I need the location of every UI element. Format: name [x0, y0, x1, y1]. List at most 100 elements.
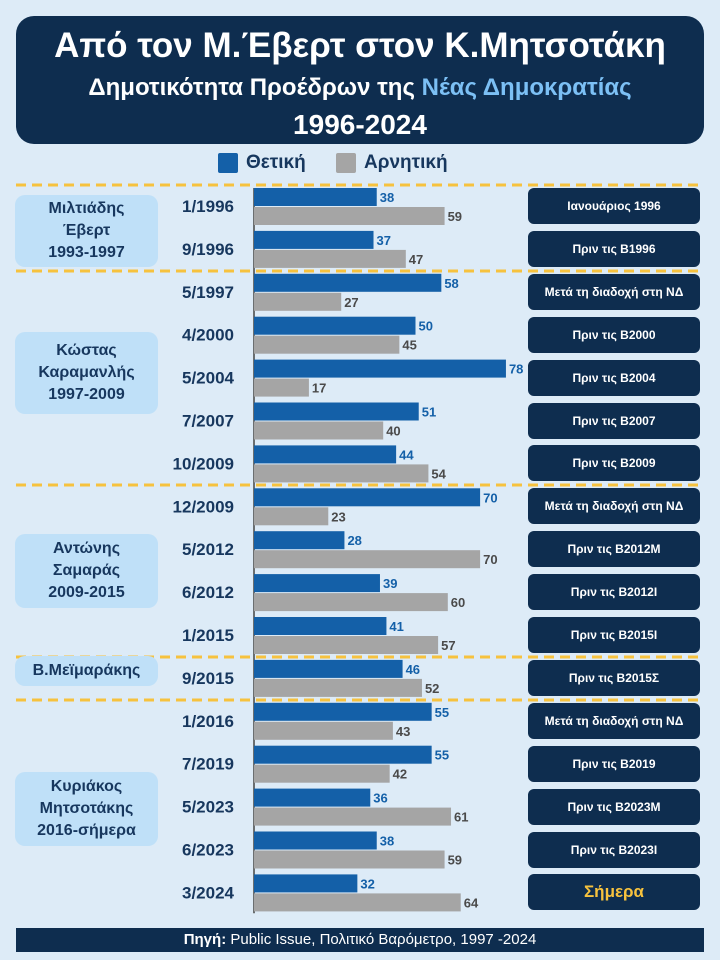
bar-negative: [254, 464, 429, 483]
event-label: Πριν τις Β1996: [528, 231, 700, 267]
leader-line: Β.Μεϊμαράκης: [32, 662, 141, 679]
category-label: 9/1996: [182, 240, 234, 259]
data-label-negative: 27: [344, 295, 358, 310]
data-label-negative: 43: [396, 724, 410, 739]
source-footer: Πηγή: Public Issue, Πολιτικό Βαρόμετρο, …: [16, 928, 704, 952]
legend-label-negative: Αρνητική: [364, 152, 448, 173]
leader-box: Κυριάκος Μητσοτάκης 2016-σήμερα: [15, 772, 158, 846]
leader-line: Σαμαράς: [52, 562, 121, 579]
bar-negative: [254, 421, 384, 440]
data-label-positive: 70: [483, 490, 497, 505]
data-label-positive: 28: [347, 533, 361, 548]
leader-name: Αντώνης Σαμαράς 2009-2015: [48, 538, 125, 604]
event-label: Πριν τις Β2000: [528, 317, 700, 353]
event-label: Πριν τις Β2023Μ: [528, 789, 700, 825]
bar-positive: [254, 788, 371, 807]
legend-label-positive: Θετική: [246, 152, 306, 173]
bar-positive: [254, 316, 416, 335]
data-label-positive: 55: [435, 705, 449, 720]
bar-positive: [254, 488, 481, 507]
event-label: Σήμερα: [528, 874, 700, 910]
bar-negative: [254, 249, 406, 268]
category-label: 7/2007: [182, 412, 234, 431]
bar-negative: [254, 893, 461, 912]
event-label: Μετά τη διαδοχή στη ΝΔ: [528, 488, 700, 524]
category-label: 1/2015: [182, 626, 234, 645]
leader-line: Αντώνης: [52, 540, 121, 557]
chart-years: 1996-2024: [293, 109, 427, 140]
data-label-negative: 54: [431, 466, 446, 481]
event-label: Πριν τις Β2023Ι: [528, 832, 700, 868]
leader-line: 2009-2015: [48, 584, 125, 601]
data-label-positive: 41: [389, 619, 403, 634]
bar-negative: [254, 292, 342, 311]
bar-negative: [254, 678, 422, 697]
data-label-positive: 37: [377, 233, 391, 248]
category-label: 10/2009: [173, 454, 234, 473]
legend-swatch-positive: [218, 153, 238, 173]
data-label-negative: 60: [451, 595, 465, 610]
leader-name: Μιλτιάδης Έβερτ 1993-1997: [48, 198, 125, 264]
category-label: 12/2009: [173, 497, 234, 516]
bar-negative: [254, 378, 309, 397]
data-label-positive: 58: [444, 276, 458, 291]
data-label-negative: 64: [464, 895, 479, 910]
data-label-negative: 52: [425, 681, 439, 696]
data-label-positive: 78: [509, 362, 523, 377]
category-label: 5/1997: [182, 283, 234, 302]
event-label: Ιανουάριος 1996: [528, 188, 700, 224]
bar-positive: [254, 659, 403, 678]
bar-negative: [254, 507, 329, 526]
chart-title: Από τον Μ.Έβερτ στον Κ.Μητσοτάκη: [54, 26, 666, 65]
leader-box: Β.Μεϊμαράκης: [15, 656, 158, 686]
event-label: Πριν τις Β2004: [528, 360, 700, 396]
data-label-negative: 17: [312, 381, 326, 396]
bar-positive: [254, 745, 432, 764]
data-label-positive: 38: [380, 190, 394, 205]
data-label-positive: 51: [422, 405, 436, 420]
leader-box: Μιλτιάδης Έβερτ 1993-1997: [15, 195, 158, 267]
category-label: 4/2000: [182, 326, 234, 345]
title-banner: Από τον Μ.Έβερτ στον Κ.Μητσοτάκη Δημοτικ…: [16, 16, 704, 144]
leader-line: Καραμανλής: [38, 364, 135, 381]
event-label: Μετά τη διαδοχή στη ΝΔ: [528, 274, 700, 310]
category-label: 3/2024: [182, 883, 235, 902]
leader-name: Κυριάκος Μητσοτάκης 2016-σήμερα: [37, 776, 136, 842]
leader-line: 1993-1997: [48, 244, 125, 261]
bar-negative: [254, 593, 448, 612]
legend-item-negative: Αρνητική: [336, 151, 448, 175]
bar-negative: [254, 550, 481, 569]
leader-line: Κυριάκος: [50, 778, 123, 795]
leader-line: 2016-σήμερα: [37, 822, 136, 839]
category-label: 7/2019: [182, 755, 234, 774]
category-label: 5/2004: [182, 369, 235, 388]
data-label-negative: 23: [331, 509, 345, 524]
bar-negative: [254, 807, 452, 826]
leader-box: Αντώνης Σαμαράς 2009-2015: [15, 534, 158, 608]
data-label-negative: 57: [441, 638, 455, 653]
leader-name: Κώστας Καραμανλής 1997-2009: [38, 340, 134, 406]
legend: Θετική Αρνητική: [0, 151, 720, 175]
bar-positive: [254, 874, 358, 893]
source-text: Public Issue, Πολιτικό Βαρόμετρο, 1997 -…: [226, 931, 537, 948]
data-label-negative: 70: [483, 552, 497, 567]
data-label-positive: 36: [373, 791, 387, 806]
data-label-negative: 59: [448, 853, 462, 868]
data-label-negative: 61: [454, 810, 468, 825]
bar-positive: [254, 831, 377, 850]
legend-item-positive: Θετική: [218, 151, 306, 175]
source-label: Πηγή:: [183, 931, 227, 948]
event-label: Πριν τις Β2012Ι: [528, 574, 700, 610]
bar-negative: [254, 207, 445, 225]
data-label-negative: 59: [448, 209, 462, 224]
category-label: 5/2012: [182, 540, 234, 559]
category-label: 5/2023: [182, 798, 234, 817]
bar-positive: [254, 359, 506, 378]
category-label: 6/2012: [182, 583, 234, 602]
data-label-positive: 44: [399, 447, 414, 462]
bar-negative: [254, 335, 400, 354]
bar-negative: [254, 721, 393, 740]
data-label-negative: 47: [409, 252, 423, 267]
event-label: Πριν τις Β2015Ι: [528, 617, 700, 653]
bar-positive: [254, 702, 432, 721]
